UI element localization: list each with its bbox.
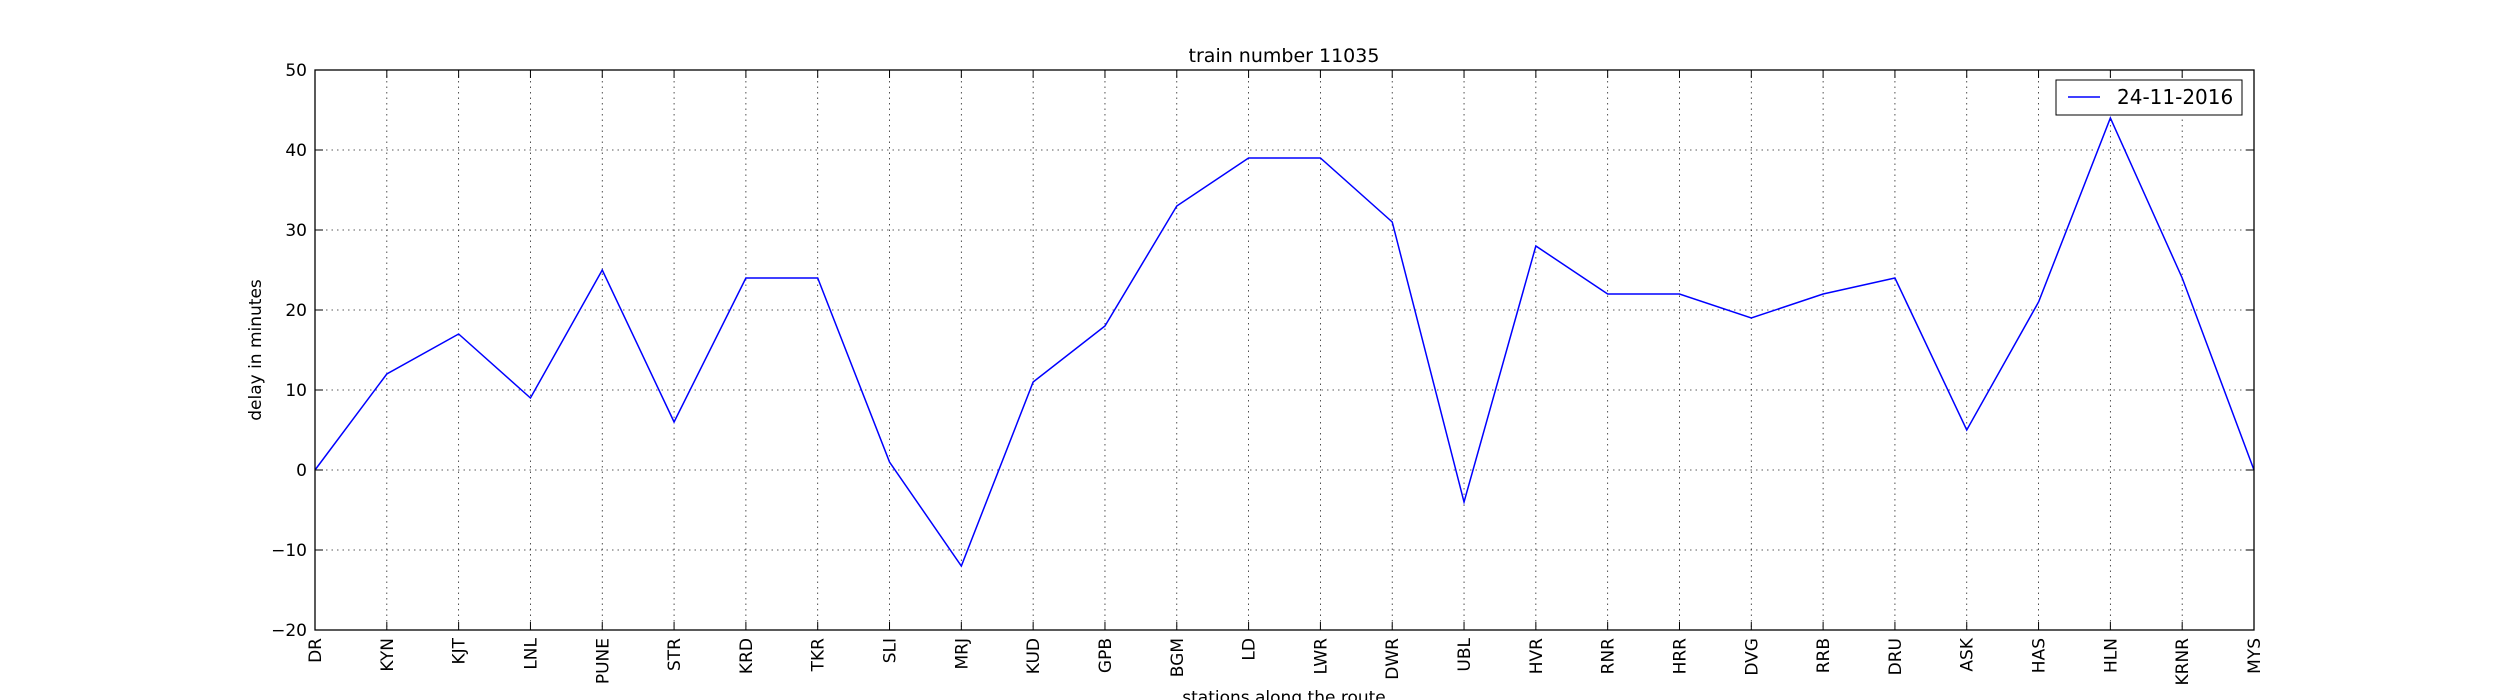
x-tick-label: KUD [1024,638,1044,674]
y-tick-label: −20 [271,621,307,641]
data-point [1319,157,1322,160]
x-tick-label: TKR [809,638,829,673]
data-point [744,277,747,280]
y-axis-label: delay in minutes [246,279,266,421]
x-tick-label: UBL [1455,637,1475,671]
x-tick-label: DR [306,638,326,663]
legend-entry-label: 24-11-2016 [2117,85,2233,109]
x-tick-label: DVG [1742,638,1762,676]
data-point [1893,277,1896,280]
data-point [385,373,388,376]
y-tick-label: −10 [271,541,307,561]
x-tick-label: PUNE [593,638,613,684]
x-tick-label: LWR [1311,638,1331,675]
data-point [1103,325,1106,328]
series-layer [314,116,2255,568]
x-tick-label: KJT [450,637,470,664]
data-point [1391,221,1394,224]
data-point [1032,381,1035,384]
data-point [816,277,819,280]
y-tick-label: 30 [285,221,307,241]
x-tick-labels: DR KYN KJT LNL PUNE STR KRD TKR SLI MRJ KUD GPB BGM L… [306,637,2265,685]
x-tick-label: HVR [1527,638,1547,674]
x-tick-label: HAS [2030,638,2050,673]
data-point [601,269,604,272]
x-tick-label: STR [665,638,685,671]
x-tick-label: MYS [2245,638,2265,674]
x-tick-label: DWR [1383,638,1403,680]
x-tick-label: BGM [1168,638,1188,677]
data-point [1175,205,1178,208]
x-axis-label: stations along the route [1182,688,1386,700]
data-point [1965,429,1968,432]
x-tick-label: HRR [1670,638,1690,675]
ticks [314,69,2255,631]
y-tick-label: 40 [285,141,307,161]
data-point [1678,293,1681,296]
data-point [2181,277,2184,280]
x-tick-label: GPB [1096,638,1116,673]
grid [315,70,2254,630]
x-tick-label: DRU [1886,638,1906,675]
x-tick-label: KYN [378,638,398,672]
x-tick-label: HLN [2101,638,2121,673]
data-point [960,565,963,568]
x-tick-label: RRB [1814,638,1834,673]
x-tick-label: KRD [737,638,757,674]
y-tick-label: 10 [285,381,307,401]
y-tick-label: 0 [296,461,307,481]
data-point [1750,317,1753,320]
y-tick-label: 50 [285,61,307,81]
series-line [314,116,2255,568]
x-tick-label: SLI [881,638,901,663]
data-point [888,461,891,464]
x-tick-label: RNR [1599,638,1619,675]
data-point [457,333,460,336]
y-tick-labels: −20 −10 0 10 20 30 40 50 [271,61,307,641]
x-tick-label: MRJ [952,638,972,670]
x-tick-label: KRNR [2173,638,2193,686]
x-tick-label: ASK [1958,637,1978,671]
data-point [529,397,532,400]
data-point [1463,501,1466,504]
plot-frame [314,69,2255,631]
chart-title: train number 11035 [1189,45,1380,67]
data-point [1247,157,1250,160]
legend: 24-11-2016 [2055,79,2243,116]
data-point [673,421,676,424]
data-point [1822,293,1825,296]
data-point [1534,245,1537,248]
x-tick-label: LD [1240,638,1260,661]
data-point [2037,301,2040,304]
data-point [2109,117,2112,120]
y-tick-label: 20 [285,301,307,321]
x-tick-label: LNL [521,637,541,669]
data-point [1606,293,1609,296]
